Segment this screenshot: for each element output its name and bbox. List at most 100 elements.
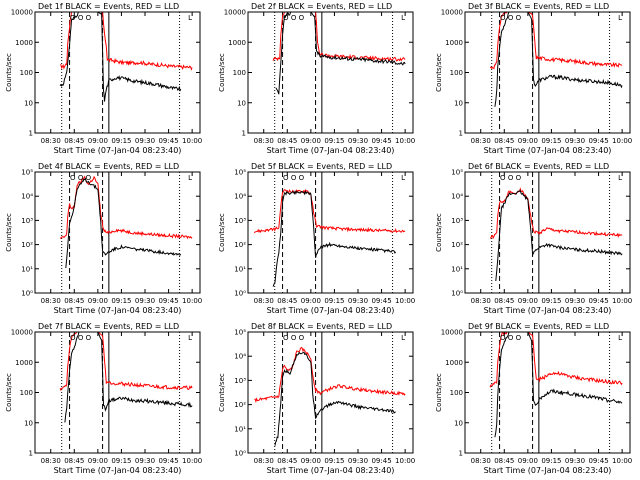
y-tick-label: 10 bbox=[24, 419, 33, 427]
series-events-line bbox=[495, 189, 623, 282]
y-tick-label: 10⁴ bbox=[451, 193, 463, 201]
x-tick-label: 09:15 bbox=[111, 137, 131, 145]
x-tick-label: 09:15 bbox=[111, 457, 131, 465]
panel-title: Det 6f BLACK = Events, RED = LLD bbox=[468, 162, 609, 171]
x-tick-label: 09:30 bbox=[565, 137, 585, 145]
plot-area bbox=[59, 332, 193, 453]
x-axis-label: Start Time (07-Jan-04 08:23:40) bbox=[484, 466, 612, 475]
y-tick-label: 10¹ bbox=[451, 265, 463, 273]
series-lld-line bbox=[59, 332, 193, 392]
plot-area bbox=[489, 332, 623, 453]
y-tick-label: 10⁵ bbox=[234, 329, 246, 337]
x-tick-label: 08:45 bbox=[494, 137, 514, 145]
x-axis-label: Start Time (07-Jan-04 08:23:40) bbox=[54, 466, 182, 475]
marker-tab-label: O bbox=[508, 14, 514, 22]
y-tick-label: 10⁵ bbox=[451, 169, 463, 177]
marker-tab-label: O bbox=[500, 14, 506, 22]
panel-title: Det 5f BLACK = Events, RED = LLD bbox=[251, 162, 392, 171]
y-tick-label: 10² bbox=[451, 241, 463, 249]
y-axis-label: Counts/sec bbox=[5, 53, 13, 92]
x-tick-label: 09:00 bbox=[301, 297, 321, 305]
y-tick-label: 1000 bbox=[445, 39, 463, 47]
x-axis-label: Start Time (07-Jan-04 08:23:40) bbox=[54, 306, 182, 315]
y-tick-label: 1 bbox=[29, 130, 33, 138]
x-tick-label: 09:00 bbox=[518, 297, 538, 305]
x-axis-label: Start Time (07-Jan-04 08:23:40) bbox=[54, 146, 182, 155]
y-tick-label: 1 bbox=[242, 130, 246, 138]
x-tick-label: 08:30 bbox=[41, 137, 61, 145]
marker-tab-label: O bbox=[516, 174, 522, 182]
x-tick-label: 09:00 bbox=[88, 457, 108, 465]
marker-tab-label: O bbox=[508, 334, 514, 342]
plot-area bbox=[272, 12, 406, 133]
y-tick-label: 10³ bbox=[451, 217, 463, 225]
x-tick-label: 08:30 bbox=[471, 457, 491, 465]
y-tick-label: 10000 bbox=[224, 9, 246, 17]
x-tick-label: 09:00 bbox=[518, 137, 538, 145]
marker-L-label: L bbox=[188, 334, 192, 342]
x-tick-label: 10:00 bbox=[612, 457, 632, 465]
y-tick-label: 1000 bbox=[15, 39, 33, 47]
x-tick-label: 08:30 bbox=[471, 137, 491, 145]
x-axis-label: Start Time (07-Jan-04 08:23:40) bbox=[267, 306, 395, 315]
x-tick-label: 10:00 bbox=[395, 457, 415, 465]
x-tick-label: 08:45 bbox=[64, 137, 84, 145]
marker-tab-label: O bbox=[500, 174, 506, 182]
x-tick-label: 08:30 bbox=[41, 457, 61, 465]
marker-L-label: L bbox=[618, 14, 622, 22]
x-tick-label: 09:00 bbox=[301, 137, 321, 145]
y-tick-label: 1 bbox=[459, 130, 463, 138]
series-events-line bbox=[274, 351, 396, 446]
x-tick-label: 09:15 bbox=[541, 297, 561, 305]
x-tick-label: 09:45 bbox=[158, 137, 178, 145]
plot-frame bbox=[34, 171, 201, 294]
y-axis-label: Counts/sec bbox=[5, 213, 13, 252]
x-tick-label: 09:15 bbox=[324, 137, 344, 145]
marker-tab-label: O bbox=[516, 14, 522, 22]
y-tick-label: 10³ bbox=[234, 377, 246, 385]
y-tick-label: 1000 bbox=[228, 39, 246, 47]
marker-tab-label: O bbox=[70, 334, 76, 342]
y-tick-label: 100 bbox=[233, 69, 246, 77]
y-tick-label: 10¹ bbox=[21, 265, 33, 273]
y-axis-label: Counts/sec bbox=[5, 373, 13, 412]
y-tick-label: 10000 bbox=[11, 329, 33, 337]
marker-tab-label: O bbox=[283, 174, 289, 182]
x-tick-label: 08:45 bbox=[277, 137, 297, 145]
series-lld-line bbox=[59, 175, 193, 240]
x-tick-label: 09:30 bbox=[565, 457, 585, 465]
x-tick-label: 10:00 bbox=[395, 297, 415, 305]
x-tick-label: 10:00 bbox=[612, 297, 632, 305]
marker-tab-label: O bbox=[299, 334, 305, 342]
x-tick-label: 10:00 bbox=[182, 297, 202, 305]
x-tick-label: 08:45 bbox=[494, 297, 514, 305]
y-tick-label: 1000 bbox=[445, 359, 463, 367]
panel-title: Det 3f BLACK = Events, RED = LLD bbox=[468, 2, 609, 11]
x-tick-label: 08:45 bbox=[64, 297, 84, 305]
plot-area bbox=[59, 12, 193, 133]
marker-tab-label: O bbox=[78, 14, 84, 22]
series-lld-line bbox=[489, 187, 623, 240]
x-tick-label: 09:45 bbox=[588, 297, 608, 305]
marker-tab-label: O bbox=[291, 14, 297, 22]
y-tick-label: 1 bbox=[29, 450, 33, 458]
y-tick-label: 10 bbox=[24, 99, 33, 107]
marker-tab-label: O bbox=[78, 174, 84, 182]
y-tick-label: 10⁵ bbox=[234, 169, 246, 177]
marker-tab-label: O bbox=[508, 174, 514, 182]
y-tick-label: 10⁰ bbox=[234, 450, 246, 458]
marker-L-label: L bbox=[401, 334, 405, 342]
marker-tab-label: O bbox=[70, 14, 76, 22]
y-tick-label: 100 bbox=[20, 69, 33, 77]
y-axis-label: Counts/sec bbox=[435, 53, 443, 92]
y-tick-label: 10¹ bbox=[234, 425, 246, 433]
series-events-line bbox=[272, 189, 397, 287]
y-tick-label: 10² bbox=[234, 241, 246, 249]
x-axis-label: Start Time (07-Jan-04 08:23:40) bbox=[484, 306, 612, 315]
